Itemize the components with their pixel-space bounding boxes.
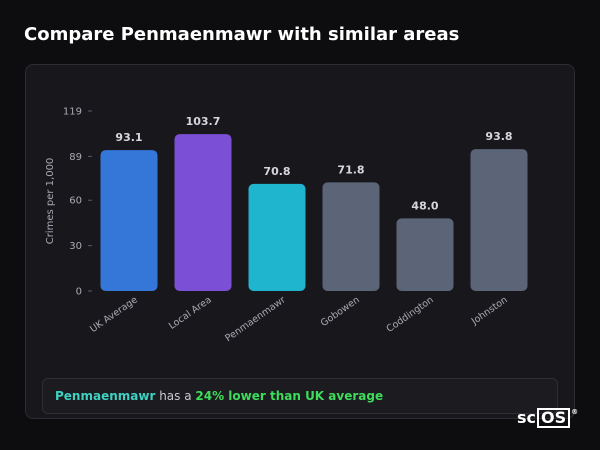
logo-boxed: OS xyxy=(537,408,571,428)
summary-text: has a xyxy=(155,389,196,403)
y-tick-label: 89 xyxy=(69,152,82,163)
x-tick-label: Coddington xyxy=(385,294,436,334)
x-tick-label: Johnston xyxy=(469,294,510,327)
logo-registered-mark: ® xyxy=(571,408,579,416)
x-tick-label: Penmaenmawr xyxy=(223,294,288,344)
y-tick-label: 0 xyxy=(76,287,82,298)
bar-chart: 0 30 60 89 119 93.1 103.7 70.8 71.8 48.0 93.8 UK … xyxy=(45,107,528,344)
y-axis-label: Crimes per 1,000 xyxy=(45,158,56,245)
value-label: 93.8 xyxy=(485,130,512,143)
bar-penmaenmawr[interactable] xyxy=(248,183,306,291)
bar-gobowen[interactable] xyxy=(322,182,380,291)
y-tick-label: 30 xyxy=(69,241,82,252)
bars-group xyxy=(100,134,528,291)
value-label: 71.8 xyxy=(337,163,364,176)
x-labels-group: UK Average Local Area Penmaenmawr Gobowen Co… xyxy=(88,294,510,344)
comparison-card: 0 30 60 89 119 93.1 103.7 70.8 71.8 48.0 93.8 UK … xyxy=(25,64,575,419)
x-tick-label: UK Average xyxy=(88,294,140,335)
value-label: 48.0 xyxy=(411,199,438,212)
bar-johnston[interactable] xyxy=(470,149,528,291)
bar-uk-average[interactable] xyxy=(100,150,158,291)
y-tick-label: 119 xyxy=(63,107,82,118)
value-label: 93.1 xyxy=(115,131,142,144)
y-tick-label: 60 xyxy=(69,196,82,207)
x-tick-label: Local Area xyxy=(167,294,214,331)
logo-prefix: sc xyxy=(517,408,537,427)
summary-area-name: Penmaenmawr xyxy=(55,389,156,403)
value-label: 103.7 xyxy=(186,115,221,128)
page-title: Compare Penmaenmawr with similar areas xyxy=(24,24,460,45)
summary-difference: 24% lower than UK average xyxy=(195,389,384,403)
x-tick-label: Gobowen xyxy=(319,294,362,329)
summary-banner: Penmaenmawr has a 24% lower than UK aver… xyxy=(42,378,558,414)
bar-coddington[interactable] xyxy=(396,218,454,291)
value-label: 70.8 xyxy=(263,165,290,178)
y-axis: 0 30 60 89 119 xyxy=(63,107,92,298)
scos-logo: sc OS ® xyxy=(517,408,578,428)
value-labels-group: 93.1 103.7 70.8 71.8 48.0 93.8 xyxy=(115,115,512,212)
bar-local-area[interactable] xyxy=(174,134,232,291)
